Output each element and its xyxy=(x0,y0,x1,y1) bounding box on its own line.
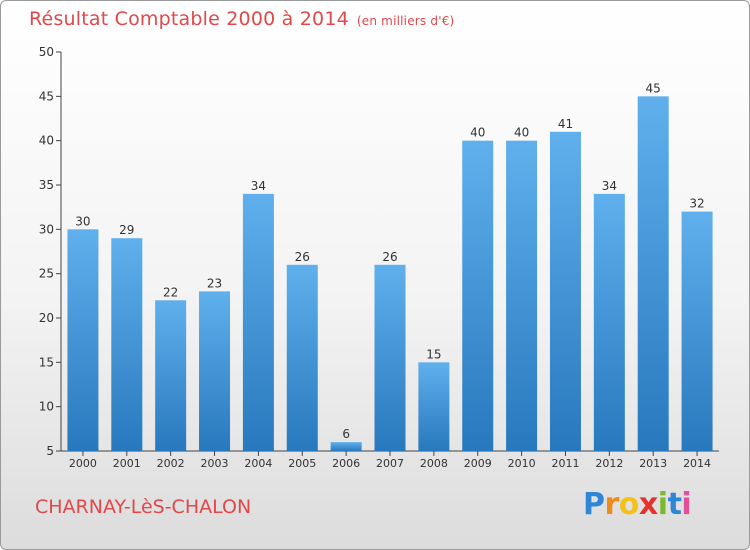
y-tick-label: 40 xyxy=(39,134,54,148)
x-tick-label: 2010 xyxy=(508,457,536,470)
bar-2011 xyxy=(549,131,581,452)
bar-2005 xyxy=(286,264,318,451)
bar-value-label: 6 xyxy=(342,427,350,441)
y-tick-label: 20 xyxy=(39,311,54,325)
chart-title-text: Résultat Comptable 2000 à 2014 xyxy=(29,8,349,30)
bar-2002 xyxy=(155,300,187,451)
logo-letter: x xyxy=(638,487,658,522)
logo-letter: i xyxy=(681,487,692,522)
logo-letter: r xyxy=(604,487,620,522)
bar-value-label: 30 xyxy=(75,214,90,228)
bar-value-label: 45 xyxy=(646,81,661,95)
chart-title: Résultat Comptable 2000 à 2014 (en millie… xyxy=(29,8,454,30)
x-tick-label: 2003 xyxy=(201,457,229,470)
bar-value-label: 26 xyxy=(295,250,310,264)
x-tick-label: 2012 xyxy=(595,457,623,470)
x-tick-label: 2013 xyxy=(639,457,667,470)
x-tick-label: 2008 xyxy=(420,457,448,470)
commune-name: CHARNAY-LèS-CHALON xyxy=(35,496,252,518)
bar-2009 xyxy=(462,140,494,451)
x-tick-label: 2000 xyxy=(69,457,97,470)
bar-2006 xyxy=(330,442,362,451)
bar-value-label: 26 xyxy=(382,250,397,264)
bar-2013 xyxy=(637,96,669,451)
chart-value-labels: 30 29 22 23 34 26 6 26 15 40 40 41 34 45 32 xyxy=(75,81,704,441)
bar-value-label: 34 xyxy=(602,179,617,193)
x-tick-label: 2002 xyxy=(157,457,185,470)
logo-letter: t xyxy=(667,487,682,522)
bar-value-label: 29 xyxy=(119,223,134,237)
bar-2010 xyxy=(506,140,538,451)
y-tick-label: 35 xyxy=(39,178,54,192)
x-tick-label: 2009 xyxy=(464,457,492,470)
bar-value-label: 41 xyxy=(558,117,573,131)
bar-2003 xyxy=(199,291,231,451)
bar-value-label: 15 xyxy=(426,347,441,361)
bar-value-label: 40 xyxy=(514,126,529,140)
y-tick-label: 25 xyxy=(39,267,54,281)
bar-value-label: 34 xyxy=(251,179,266,193)
logo-letter: P xyxy=(583,487,605,522)
chart-unit-label: (en milliers d'€) xyxy=(356,14,455,28)
x-tick-label: 2006 xyxy=(332,457,360,470)
x-tick-label: 2014 xyxy=(683,457,711,470)
bar-value-label: 23 xyxy=(207,276,222,290)
logo-letter: o xyxy=(618,487,640,522)
chart-bars xyxy=(67,96,713,452)
bar-value-label: 40 xyxy=(470,126,485,140)
y-tick-label: 50 xyxy=(39,45,54,59)
bar-value-label: 22 xyxy=(163,285,178,299)
bar-2001 xyxy=(111,238,143,451)
bar-value-label: 32 xyxy=(689,197,704,211)
x-tick-label: 2004 xyxy=(244,457,272,470)
bar-2012 xyxy=(593,193,625,451)
x-tick-label: 2001 xyxy=(113,457,141,470)
bar-2008 xyxy=(418,362,450,451)
bar-2004 xyxy=(242,193,274,451)
bar-2007 xyxy=(374,264,406,451)
proxiti-logo[interactable]: Proxiti xyxy=(583,487,692,522)
x-tick-label: 2011 xyxy=(551,457,579,470)
y-tick-label: 10 xyxy=(39,400,54,414)
y-tick-label: 15 xyxy=(39,355,54,369)
bar-2014 xyxy=(681,211,713,451)
logo-letter: i xyxy=(657,487,668,522)
y-tick-label: 5 xyxy=(46,444,54,458)
bar-2000 xyxy=(67,229,99,451)
x-tick-label: 2005 xyxy=(288,457,316,470)
y-tick-label: 30 xyxy=(39,222,54,236)
x-tick-label: 2007 xyxy=(376,457,404,470)
y-tick-label: 45 xyxy=(39,89,54,103)
